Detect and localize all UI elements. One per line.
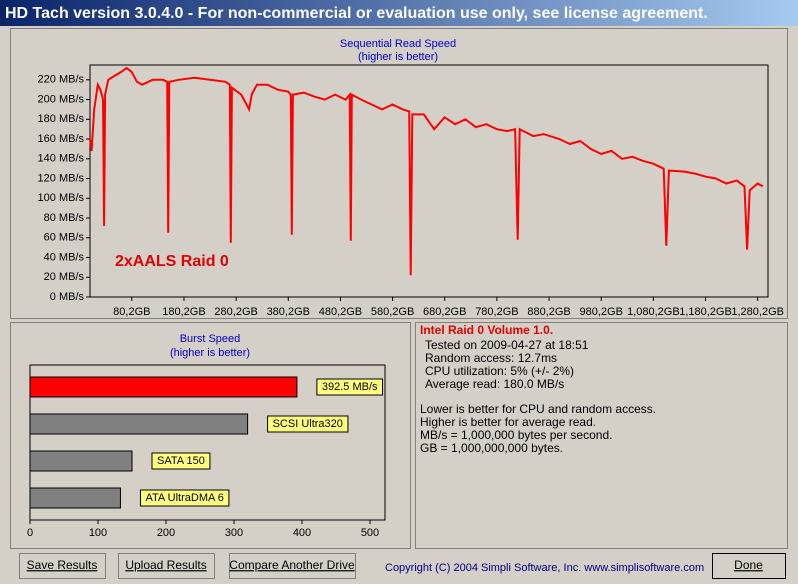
bar: [29, 450, 133, 472]
y-tick-label: 220 MB/s: [38, 74, 85, 86]
info-title: Intel Raid 0 Volume 1.0.: [420, 323, 553, 337]
chart-subtitle: (higher is better): [170, 347, 250, 359]
info-line: CPU utilization: 5% (+/- 2%): [425, 364, 574, 378]
info-line: Random access: 12.7ms: [425, 351, 557, 365]
y-tick-label: 80 MB/s: [44, 212, 85, 224]
x-tick-label: 200: [157, 527, 175, 539]
y-tick-label: 120 MB/s: [38, 172, 85, 184]
y-tick-label: 40 MB/s: [44, 251, 85, 263]
x-tick-label: 80,2GB: [113, 306, 150, 318]
x-tick-label: 980,2GB: [580, 306, 623, 318]
label-box: [267, 415, 349, 433]
bar: [29, 376, 298, 398]
x-tick-label: 500: [361, 527, 379, 539]
bar: [29, 413, 249, 435]
x-tick-label: 1,280,2GB: [731, 306, 784, 318]
bar: [29, 487, 121, 509]
plot-frame: [89, 64, 769, 298]
x-tick-label: 580,2GB: [371, 306, 414, 318]
info-line: Average read: 180.0 MB/s: [425, 377, 564, 391]
label-box: [139, 489, 230, 507]
label-box: [151, 452, 211, 470]
bar-label: SCSI Ultra320: [273, 418, 343, 430]
x-tick-label: 480,2GB: [319, 306, 362, 318]
bar-label: ATA UltraDMA 6: [145, 492, 223, 504]
buttons: Save Results Upload Results Compare Anothe…: [19, 553, 786, 579]
x-tick-label: 880,2GB: [527, 306, 570, 318]
x-tick-label: 300: [225, 527, 243, 539]
info-note: Lower is better for CPU and random acces…: [420, 402, 656, 416]
info-line: Tested on 2009-04-27 at 18:51: [425, 338, 589, 352]
info-panel: [415, 322, 788, 549]
window-title: HD Tach version 3.0.4.0 - For non-commer…: [5, 5, 708, 22]
chart-subtitle: (higher is better): [358, 51, 438, 63]
button[interactable]: [118, 553, 215, 579]
chart-title: Sequential Read Speed: [340, 38, 456, 50]
y-tick-label: 60 MB/s: [44, 232, 85, 244]
x-tick-label: 400: [293, 527, 311, 539]
title-bar: [0, 0, 798, 26]
button-label[interactable]: Compare Another Drive: [229, 558, 355, 572]
bar-label: SATA 150: [157, 455, 205, 467]
button[interactable]: [712, 553, 786, 579]
info-note: Higher is better for average read.: [420, 415, 596, 429]
x-tick-label: 180,2GB: [162, 306, 205, 318]
y-tick-label: 180 MB/s: [38, 113, 85, 125]
button[interactable]: [19, 553, 106, 579]
y-tick-label: 200 MB/s: [38, 93, 85, 105]
button-label[interactable]: Save Results: [27, 558, 98, 572]
x-tick-label: 680,2GB: [423, 306, 466, 318]
x-tick-label: 0: [27, 527, 33, 539]
copyright: Copyright (C) 2004 Simpli Software, Inc.…: [385, 562, 704, 574]
annotation: 2xAALS Raid 0: [115, 253, 229, 270]
plot-frame: [29, 364, 386, 521]
x-tick-label: 280,2GB: [214, 306, 257, 318]
y-tick-label: 160 MB/s: [38, 133, 85, 145]
bar-label: 392.5 MB/s: [322, 381, 378, 393]
chart-title: Burst Speed: [180, 333, 241, 345]
x-tick-label: 380,2GB: [267, 306, 310, 318]
burst-panel: [10, 322, 411, 549]
y-tick-label: 20 MB/s: [44, 271, 85, 283]
y-tick-label: 100 MB/s: [38, 192, 85, 204]
x-tick-label: 780,2GB: [475, 306, 518, 318]
button[interactable]: [229, 553, 356, 579]
info-note: GB = 1,000,000,000 bytes.: [420, 441, 563, 455]
x-tick-label: 1,080,2GB: [627, 306, 680, 318]
x-tick-label: 100: [89, 527, 107, 539]
read-speed-line: [89, 66, 764, 276]
label-box: [316, 378, 384, 396]
y-tick-label: 0 MB/s: [50, 291, 85, 303]
button-label[interactable]: Done: [734, 558, 763, 572]
top-panel: [10, 28, 788, 319]
button-label[interactable]: Upload Results: [125, 558, 206, 572]
info-note: MB/s = 1,000,000 bytes per second.: [420, 428, 612, 442]
y-tick-label: 140 MB/s: [38, 153, 85, 165]
x-tick-label: 1,180,2GB: [679, 306, 732, 318]
